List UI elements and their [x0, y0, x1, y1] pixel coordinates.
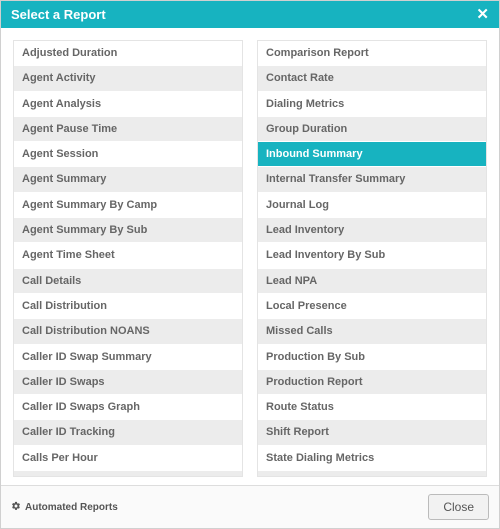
modal-header: Select a Report ✕	[1, 1, 499, 28]
report-item[interactable]: Production By Sub	[258, 345, 486, 370]
report-item[interactable]: Lead Inventory By Sub	[258, 243, 486, 268]
report-item[interactable]: Caller ID Swap Summary	[14, 345, 242, 370]
report-item[interactable]: Agent Summary By Camp	[14, 193, 242, 218]
report-item[interactable]: Agent Pause Time	[14, 117, 242, 142]
report-item[interactable]: Contact Rate	[258, 66, 486, 91]
report-item[interactable]: Call Distribution NOANS	[14, 319, 242, 344]
report-item[interactable]: Agent Activity	[14, 66, 242, 91]
report-list-left: Adjusted DurationAgent ActivityAgent Ana…	[13, 40, 243, 477]
report-item[interactable]: Dialing Metrics	[258, 92, 486, 117]
report-item[interactable]: Comparison Report	[258, 41, 486, 66]
report-item[interactable]: Lead NPA	[258, 269, 486, 294]
gear-icon	[11, 501, 21, 514]
close-button[interactable]: Close	[428, 494, 489, 520]
report-item[interactable]: Agent Summary	[14, 167, 242, 192]
report-item[interactable]: Campaign Call Log	[14, 471, 242, 477]
report-item[interactable]: Calls Per Hour	[14, 446, 242, 471]
report-item[interactable]: Inbound Summary	[258, 142, 486, 167]
report-item[interactable]: Local Presence	[258, 294, 486, 319]
automated-reports-link[interactable]: Automated Reports	[11, 501, 118, 514]
report-item[interactable]: Agent Analysis	[14, 92, 242, 117]
report-item[interactable]: Agent Session	[14, 142, 242, 167]
report-item[interactable]: Route Status	[258, 395, 486, 420]
report-item[interactable]: State Dialing Metrics	[258, 446, 486, 471]
modal-footer: Automated Reports Close	[1, 485, 499, 528]
report-item[interactable]: Missed Calls	[258, 319, 486, 344]
report-item[interactable]: Agent Time Sheet	[14, 243, 242, 268]
automated-reports-label: Automated Reports	[25, 502, 118, 513]
report-item[interactable]: Internal Transfer Summary	[258, 167, 486, 192]
report-item[interactable]: Shift Report	[258, 420, 486, 445]
report-item[interactable]: Subcampaign Summary	[258, 471, 486, 477]
modal-body: Adjusted DurationAgent ActivityAgent Ana…	[1, 28, 499, 485]
report-item[interactable]: Caller ID Swaps	[14, 370, 242, 395]
report-item[interactable]: Production Report	[258, 370, 486, 395]
select-report-modal: Select a Report ✕ Adjusted DurationAgent…	[0, 0, 500, 529]
report-item[interactable]: Call Details	[14, 269, 242, 294]
report-item[interactable]: Caller ID Swaps Graph	[14, 395, 242, 420]
report-list-right: Comparison ReportContact RateDialing Met…	[257, 40, 487, 477]
report-item[interactable]: Caller ID Tracking	[14, 420, 242, 445]
report-item[interactable]: Call Distribution	[14, 294, 242, 319]
report-item[interactable]: Group Duration	[258, 117, 486, 142]
report-item[interactable]: Adjusted Duration	[14, 41, 242, 66]
report-item[interactable]: Journal Log	[258, 193, 486, 218]
modal-title: Select a Report	[11, 7, 106, 22]
close-icon[interactable]: ✕	[476, 7, 489, 22]
report-item[interactable]: Agent Summary By Sub	[14, 218, 242, 243]
report-item[interactable]: Lead Inventory	[258, 218, 486, 243]
